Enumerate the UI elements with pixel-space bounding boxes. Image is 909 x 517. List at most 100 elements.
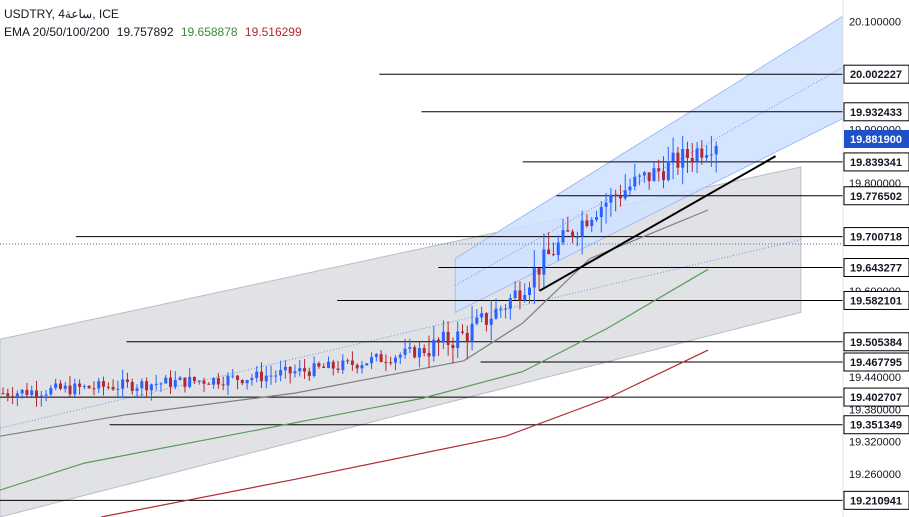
candle-body [15, 393, 19, 398]
candle-body [403, 348, 407, 355]
candle-body [346, 360, 350, 362]
candle-body [690, 158, 694, 162]
candle-body [92, 388, 96, 390]
candle-body [178, 377, 182, 381]
candle-body [518, 290, 522, 301]
candle-body [393, 357, 397, 363]
candle-body [379, 354, 383, 362]
candle-body [116, 388, 120, 390]
candle-body [341, 360, 345, 370]
candle-body [494, 308, 498, 319]
candle-body [140, 381, 144, 389]
level-label: 19.582101 [850, 295, 902, 307]
level-label-box [843, 352, 909, 372]
ema-line-1 [0, 268, 709, 491]
candle-body [102, 381, 106, 387]
level-label-box [843, 415, 909, 435]
candle-body [39, 395, 43, 397]
candle-body [671, 152, 675, 162]
candle-body [288, 366, 292, 374]
level-label: 19.505384 [850, 337, 903, 349]
candle-body [192, 376, 196, 381]
candle-body [312, 363, 316, 376]
ema-value-200: 19.516299 [244, 25, 302, 39]
level-label: 19.932433 [850, 107, 902, 119]
candle-body [54, 383, 58, 388]
candle-body [685, 149, 689, 159]
candle-body [350, 360, 354, 365]
level-label: 19.700718 [850, 232, 902, 244]
ema-line-2 [101, 349, 709, 517]
level-label: 19.839341 [850, 157, 902, 169]
candle-body [121, 379, 125, 389]
level-label: 19.643277 [850, 263, 902, 275]
trendline [539, 155, 777, 292]
candle-body [283, 366, 287, 371]
candle-body [566, 230, 570, 232]
candle-body [49, 387, 53, 395]
candle-body [460, 331, 464, 333]
candle-body [145, 381, 149, 391]
level-label-box [843, 227, 909, 247]
candle-body [384, 361, 388, 363]
candle-body [532, 268, 536, 288]
candle-body [580, 220, 584, 237]
level-label: 19.402707 [850, 392, 902, 404]
tick-label: 19.440000 [849, 372, 901, 384]
candle-body [360, 365, 364, 369]
candle-body [226, 375, 230, 386]
candle-body [575, 236, 579, 238]
candle-body [25, 389, 29, 396]
candle-body [73, 383, 77, 395]
candle-body [207, 383, 211, 385]
candle-body [130, 381, 134, 392]
candle-body [35, 390, 39, 397]
candle-body [618, 196, 622, 199]
ema-value-50: 19.658878 [180, 25, 238, 39]
level-label-box [843, 64, 909, 84]
candle-body [595, 217, 599, 220]
candle-body [58, 383, 62, 389]
candle-body [585, 220, 589, 227]
candle-body [221, 384, 225, 386]
candle-body [236, 375, 240, 380]
candle-body [700, 148, 704, 158]
level-label-box [843, 490, 909, 510]
candle-body [432, 339, 436, 357]
candle-body [317, 363, 321, 367]
candle-body [470, 323, 474, 342]
candle-body [68, 385, 72, 395]
candle-body [695, 148, 699, 162]
level-label: 20.002227 [850, 69, 902, 81]
candle-body [427, 353, 431, 357]
candle-body [264, 375, 268, 382]
level-label: 19.351349 [850, 420, 902, 432]
candle-body [303, 368, 307, 372]
candle-body [135, 388, 139, 392]
candle-body [87, 385, 91, 389]
candle-body [374, 354, 378, 358]
candle-body [106, 386, 110, 388]
candle-body [504, 308, 508, 310]
candle-body [657, 168, 661, 172]
ema-value-20: 19.757892 [116, 25, 174, 39]
candle-body [642, 172, 646, 176]
candle-body [705, 155, 709, 158]
level-label-box [843, 332, 909, 352]
candle-body [484, 313, 488, 325]
ema-line: EMA 20/50/100/200 19.757892 19.658878 19… [4, 23, 302, 41]
candle-body [331, 361, 335, 369]
candle-body [240, 379, 244, 384]
candle-body [355, 364, 359, 369]
candle-body [149, 384, 153, 391]
candle-body [590, 219, 594, 227]
candle-body [125, 379, 129, 382]
level-label-box [843, 258, 909, 278]
candle-body [537, 268, 541, 275]
candle-body [489, 318, 493, 325]
candle-body [259, 371, 263, 382]
candle-body [279, 370, 283, 376]
candle-body [245, 380, 249, 384]
